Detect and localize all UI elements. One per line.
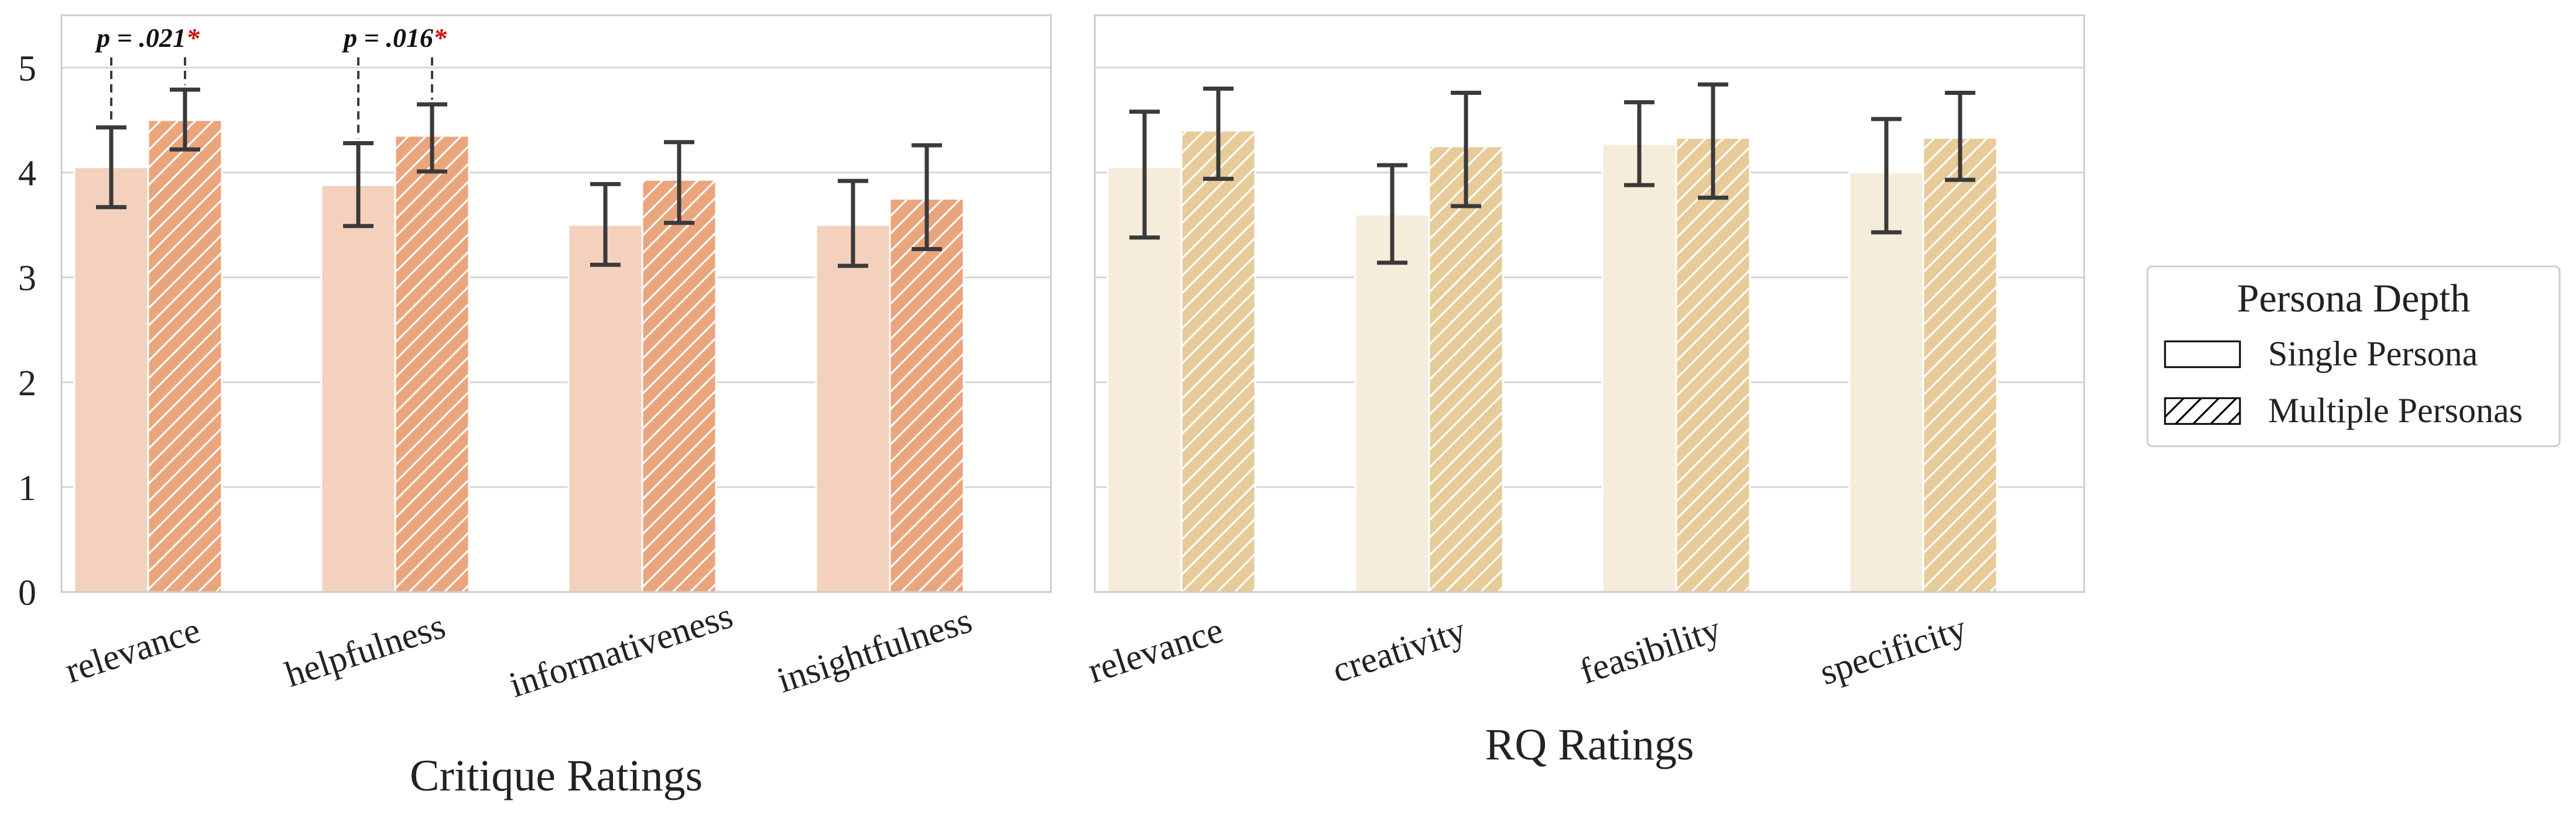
critique-y-axis: 0 1 2 3 4 5 — [18, 49, 36, 613]
legend-label-multiple: Multiple Personas — [2268, 391, 2523, 430]
category-label-creativity: creativity — [1328, 610, 1471, 690]
rq-x-axis-label: RQ Ratings — [1485, 720, 1694, 769]
bar-relevance-single — [73, 166, 149, 593]
category-label-helpfulness: helpfulness — [280, 606, 450, 695]
critique-significance-annotations: p = .021* p = .016* — [94, 23, 447, 139]
bar-hatch-helpfulness-multiple — [395, 135, 469, 593]
y-tick-label-4: 4 — [18, 154, 36, 194]
legend-swatch-multiple — [2164, 397, 2241, 425]
bar-informativeness-single — [567, 224, 643, 593]
critique-panel: 0 1 2 3 4 5 p = .021* p = .016* relevance helpf… — [18, 14, 1052, 800]
bar-hatch-specificity-multiple — [1923, 138, 1997, 592]
y-tick-label-2: 2 — [18, 364, 36, 403]
category-label-feasibility: feasibility — [1575, 609, 1725, 692]
rq-panel: relevance creativity feasibility specificit… — [1083, 14, 2085, 769]
category-label-informativeness: informativeness — [505, 595, 738, 705]
bar-insightfulness-single — [815, 224, 891, 593]
legend-title: Persona Depth — [2237, 276, 2470, 320]
critique-bars — [73, 119, 965, 593]
y-tick-label-5: 5 — [18, 49, 36, 89]
bar-hatch-relevance-multiple — [1181, 131, 1255, 592]
rq-bars — [1107, 129, 1998, 593]
bar-feasibility-single — [1601, 143, 1677, 593]
legend-swatch-single — [2164, 340, 2241, 368]
critique-error-bars — [96, 87, 942, 268]
bar-specificity-single — [1848, 172, 1924, 593]
significance-star-helpfulness: * — [433, 23, 447, 53]
critique-x-axis-label: Critique Ratings — [410, 751, 703, 800]
critique-x-axis: relevance helpfulness informativeness insig… — [60, 595, 977, 705]
critique-plot-frame — [60, 14, 1052, 593]
category-label-relevance: relevance — [60, 610, 205, 691]
y-tick-label-3: 3 — [18, 259, 36, 299]
bar-hatch-relevance-multiple — [148, 120, 222, 592]
significance-star-relevance: * — [186, 23, 200, 53]
y-tick-label-1: 1 — [18, 468, 36, 508]
bar-hatch-creativity-multiple — [1429, 146, 1503, 592]
legend-frame — [2146, 265, 2561, 447]
rq-x-axis: relevance creativity feasibility specificit… — [1083, 608, 1971, 693]
legend-label-single: Single Persona — [2268, 334, 2478, 373]
significance-label-relevance: p = .021* — [94, 23, 200, 53]
significance-label-helpfulness: p = .016* — [341, 23, 447, 53]
y-tick-label-0: 0 — [18, 573, 36, 613]
legend: Persona Depth Single Persona Multiple Pe… — [2146, 265, 2561, 447]
bar-hatch-feasibility-multiple — [1676, 138, 1750, 592]
bar-hatch-informativeness-multiple — [642, 180, 716, 592]
bar-creativity-single — [1354, 213, 1430, 593]
category-label-relevance: relevance — [1083, 610, 1228, 691]
rq-plot-frame — [1094, 14, 2085, 593]
bar-hatch-insightfulness-multiple — [890, 198, 964, 593]
category-label-insightfulness: insightfulness — [773, 600, 977, 700]
rq-error-bars — [1129, 82, 1975, 265]
category-label-specificity: specificity — [1815, 608, 1972, 693]
bar-helpfulness-single — [320, 184, 396, 593]
